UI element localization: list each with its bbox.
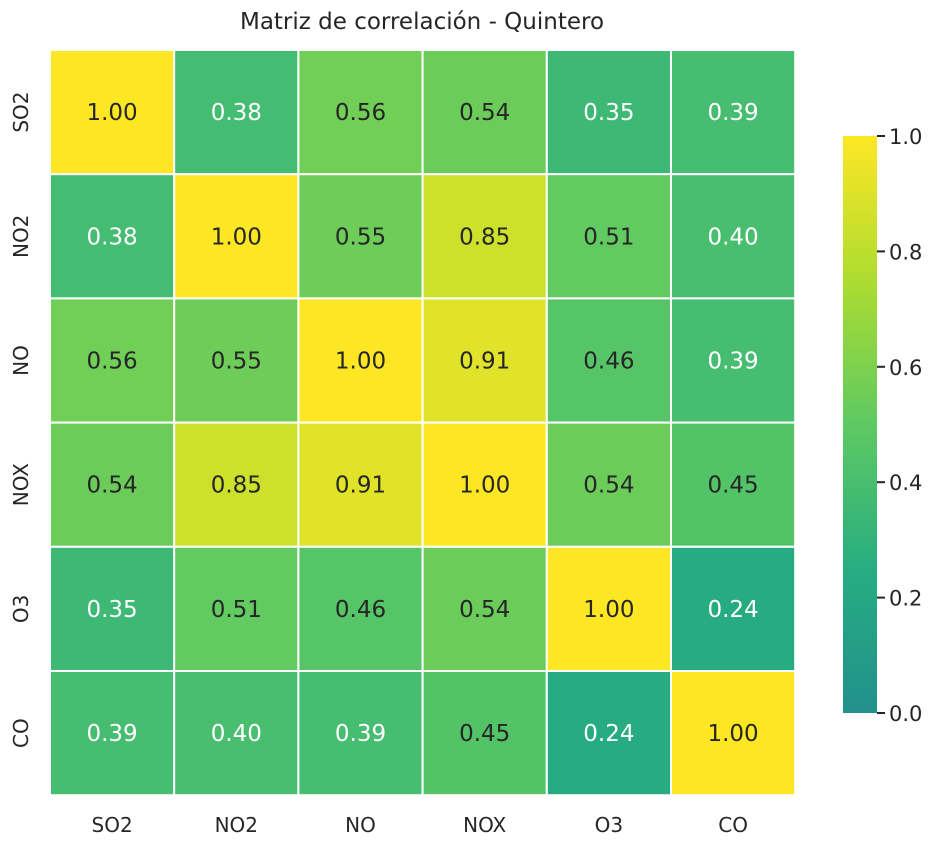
- heatmap-cell: [421, 545, 548, 672]
- cell-value-label: 0.54: [459, 597, 510, 623]
- chart-title: Matriz de correlación - Quintero: [240, 9, 604, 35]
- cell-value-label: 0.46: [335, 597, 386, 623]
- cell-value-label: 0.56: [335, 100, 386, 126]
- cell-value-label: 0.55: [211, 349, 262, 375]
- cell-value-label: 0.51: [211, 597, 262, 623]
- cell-value-label: 0.45: [707, 473, 758, 499]
- heatmap-cell: [297, 49, 424, 176]
- y-tick-label: NO: [9, 345, 33, 376]
- cell-value-label: 0.51: [583, 224, 634, 250]
- cell-value-label: 1.00: [459, 473, 510, 499]
- heatmap-cell: [49, 49, 176, 176]
- heatmap-cell: [670, 670, 797, 797]
- heatmap-cell: [421, 297, 548, 424]
- cell-value-label: 0.45: [459, 721, 510, 747]
- cell-value-label: 0.39: [86, 721, 137, 747]
- colorbar-tick-label: 0.4: [889, 471, 922, 495]
- colorbar-gradient: [843, 136, 877, 713]
- cell-value-label: 0.55: [335, 224, 386, 250]
- cell-value-label: 0.35: [86, 597, 137, 623]
- cell-value-label: 1.00: [211, 224, 262, 250]
- heatmap-cell: [421, 173, 548, 300]
- x-tick-label: NO2: [215, 813, 258, 837]
- heatmap-cell: [297, 421, 424, 548]
- colorbar-tick-label: 0.6: [889, 356, 922, 380]
- heatmap-cell: [670, 545, 797, 672]
- cell-value-label: 0.56: [86, 349, 137, 375]
- cell-value-label: 0.38: [211, 100, 262, 126]
- heatmap-cell: [670, 421, 797, 548]
- heatmap-cell: [173, 297, 300, 424]
- cell-value-label: 0.54: [583, 473, 634, 499]
- y-tick-label: NO2: [9, 215, 33, 258]
- x-tick-label: SO2: [92, 813, 133, 837]
- cell-value-label: 0.35: [583, 100, 634, 126]
- cell-value-label: 0.91: [459, 349, 510, 375]
- heatmap-cell: [670, 173, 797, 300]
- heatmap-cell: [545, 670, 672, 797]
- colorbar-tick-label: 1.0: [889, 125, 922, 149]
- y-axis-tick-labels: SO2 NO2 NO NOX O3 CO: [9, 92, 33, 748]
- cell-value-label: 0.24: [583, 721, 634, 747]
- heatmap-cell: [173, 49, 300, 176]
- y-tick-label: O3: [9, 595, 33, 623]
- y-tick-label: CO: [9, 718, 33, 748]
- heatmap-cell: [173, 421, 300, 548]
- heatmap-cell: [421, 421, 548, 548]
- x-axis-tick-labels: SO2 NO2 NO NOX O3 CO: [92, 813, 748, 837]
- colorbar-tick-label: 0.0: [889, 702, 922, 726]
- cell-value-label: 0.39: [707, 349, 758, 375]
- cell-value-label: 0.85: [211, 473, 262, 499]
- cell-value-label: 1.00: [86, 100, 137, 126]
- heatmap-cell: [173, 173, 300, 300]
- cell-value-label: 0.39: [707, 100, 758, 126]
- heatmap-cell: [545, 297, 672, 424]
- cell-value-label: 0.39: [335, 721, 386, 747]
- cell-value-label: 0.40: [211, 721, 262, 747]
- cell-value-label: 0.54: [86, 473, 137, 499]
- x-tick-label: NO: [345, 813, 376, 837]
- cell-value-label: 0.85: [459, 224, 510, 250]
- colorbar-tick-label: 0.8: [889, 240, 922, 264]
- cell-value-label: 1.00: [335, 349, 386, 375]
- x-tick-label: O3: [595, 813, 623, 837]
- heatmap-cell: [670, 49, 797, 176]
- heatmap-cell: [421, 670, 548, 797]
- cell-value-label: 0.46: [583, 349, 634, 375]
- cell-value-label: 1.00: [583, 597, 634, 623]
- heatmap-cell: [545, 421, 672, 548]
- cell-value-label: 0.91: [335, 473, 386, 499]
- y-tick-label: SO2: [9, 92, 33, 133]
- heatmap-cell: [670, 297, 797, 424]
- colorbar: 0.0 0.2 0.4 0.6 0.8 1.0: [843, 125, 922, 726]
- cell-value-label: 0.40: [707, 224, 758, 250]
- heatmap-cell: [545, 545, 672, 672]
- y-tick-label: NOX: [9, 463, 33, 506]
- x-tick-label: NOX: [463, 813, 506, 837]
- cell-value-label: 0.38: [86, 224, 137, 250]
- heatmap-cell: [49, 421, 176, 548]
- heatmap-cell: [297, 545, 424, 672]
- heatmap-cell: [49, 670, 176, 797]
- colorbar-tick-label: 0.2: [889, 587, 922, 611]
- cell-value-label: 1.00: [707, 721, 758, 747]
- x-tick-label: CO: [718, 813, 748, 837]
- cell-value-label: 0.24: [707, 597, 758, 623]
- heatmap-cell: [49, 545, 176, 672]
- cell-value-label: 0.54: [459, 100, 510, 126]
- heatmap-cells: 1.00 0.38 0.56 0.54 0.35 0.39 0.38 1.00 0.55 0.85…: [49, 49, 797, 797]
